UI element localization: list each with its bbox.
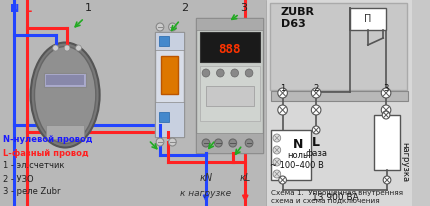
- Circle shape: [245, 139, 253, 147]
- Bar: [200, 32, 260, 62]
- Text: 2: 2: [181, 3, 188, 13]
- Circle shape: [312, 126, 320, 134]
- Circle shape: [202, 139, 210, 147]
- Bar: [44, 73, 86, 87]
- Circle shape: [169, 23, 176, 31]
- Circle shape: [156, 23, 164, 31]
- Text: 3: 3: [240, 3, 247, 13]
- Text: N: N: [10, 4, 19, 14]
- Bar: [206, 86, 254, 106]
- Bar: [266, 0, 412, 206]
- Circle shape: [229, 139, 237, 147]
- Text: ноль: ноль: [288, 151, 308, 160]
- Bar: [374, 115, 400, 170]
- Circle shape: [278, 88, 287, 98]
- Circle shape: [53, 45, 58, 51]
- Text: 2: 2: [313, 83, 319, 92]
- Text: ~ 100–400 В: ~ 100–400 В: [270, 162, 324, 171]
- Circle shape: [382, 111, 390, 119]
- Text: 13 900 ВА: 13 900 ВА: [312, 193, 359, 202]
- Text: фаза: фаза: [305, 149, 327, 158]
- Circle shape: [76, 45, 81, 51]
- Circle shape: [278, 105, 287, 115]
- Text: 888: 888: [219, 42, 241, 55]
- Circle shape: [311, 88, 321, 98]
- Text: 1: 1: [85, 3, 92, 13]
- Text: ZUBR
D63: ZUBR D63: [281, 7, 315, 29]
- Text: кL: кL: [240, 173, 251, 183]
- Ellipse shape: [31, 42, 100, 147]
- Bar: [155, 32, 184, 50]
- Bar: [0, 0, 266, 206]
- Bar: [197, 18, 264, 153]
- Circle shape: [273, 158, 281, 166]
- Circle shape: [216, 69, 224, 77]
- Text: L: L: [312, 137, 320, 150]
- Bar: [350, 8, 386, 30]
- Text: нагрузка: нагрузка: [401, 143, 410, 183]
- Text: 3 - реле Zubr: 3 - реле Zubr: [3, 187, 60, 197]
- Text: 1 - эл.счетчик: 1 - эл.счетчик: [3, 162, 64, 171]
- Bar: [155, 32, 184, 137]
- Text: к нагрузке: к нагрузке: [181, 188, 231, 198]
- Circle shape: [279, 176, 286, 184]
- Text: N: N: [293, 137, 303, 151]
- Circle shape: [215, 139, 222, 147]
- Bar: [155, 102, 184, 137]
- Text: 1: 1: [280, 83, 285, 92]
- Circle shape: [245, 69, 253, 77]
- Circle shape: [273, 134, 281, 142]
- Circle shape: [169, 138, 176, 146]
- Text: L-фазный провод: L-фазный провод: [3, 149, 89, 158]
- Circle shape: [311, 105, 321, 115]
- Circle shape: [64, 45, 70, 51]
- Bar: [46, 125, 84, 139]
- Circle shape: [381, 105, 391, 115]
- Circle shape: [273, 170, 281, 178]
- Bar: [159, 112, 169, 122]
- Text: П: П: [364, 14, 372, 24]
- Bar: [161, 56, 178, 94]
- Bar: [270, 3, 407, 90]
- Bar: [46, 75, 84, 85]
- Bar: [200, 66, 260, 121]
- Bar: [271, 91, 408, 101]
- Bar: [159, 36, 169, 46]
- Circle shape: [273, 146, 281, 154]
- Circle shape: [202, 69, 210, 77]
- Text: кN: кN: [200, 173, 212, 183]
- Text: L: L: [25, 4, 32, 14]
- Ellipse shape: [34, 47, 96, 144]
- Circle shape: [383, 176, 391, 184]
- Circle shape: [231, 69, 239, 77]
- Bar: [271, 130, 311, 180]
- Text: N-нулевой провод: N-нулевой провод: [3, 136, 92, 144]
- Bar: [197, 18, 264, 30]
- Text: 2 - УЗО: 2 - УЗО: [3, 174, 34, 184]
- Text: 3: 3: [384, 83, 389, 92]
- Text: Схема 1.  Упрощенная внутренняя
схема и схема подключения: Схема 1. Упрощенная внутренняя схема и с…: [271, 190, 403, 203]
- Circle shape: [381, 88, 391, 98]
- Circle shape: [156, 138, 164, 146]
- Bar: [197, 133, 264, 153]
